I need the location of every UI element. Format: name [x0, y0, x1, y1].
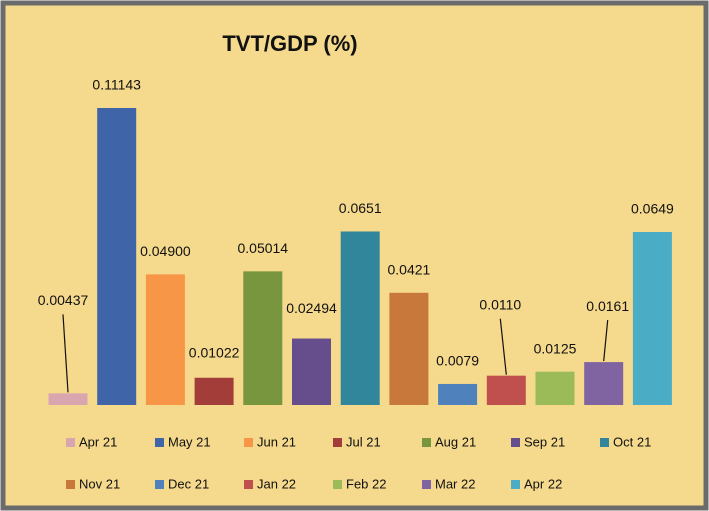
legend-label: Mar 22 — [435, 476, 475, 491]
legend-swatch — [155, 480, 164, 489]
bar — [486, 375, 526, 405]
bar — [145, 274, 185, 405]
bar — [535, 371, 575, 405]
legend-swatch — [422, 480, 431, 489]
value-label: 0.0421 — [387, 261, 430, 277]
bar — [292, 338, 331, 405]
legend-label: Feb 22 — [346, 476, 386, 491]
legend-label: Nov 21 — [79, 476, 120, 491]
legend-label: Aug 21 — [435, 434, 476, 449]
value-label: 0.02494 — [286, 300, 337, 316]
chart-title: TVT/GDP (%) — [222, 31, 357, 56]
legend-swatch — [511, 480, 520, 489]
legend-label: Dec 21 — [168, 476, 209, 491]
legend-label: Sep 21 — [524, 434, 565, 449]
bar — [48, 393, 88, 405]
bar — [632, 232, 672, 405]
legend-label: May 21 — [168, 434, 211, 449]
value-label: 0.0649 — [631, 201, 674, 217]
bar — [340, 231, 380, 405]
bar — [194, 377, 234, 405]
legend-swatch — [155, 438, 164, 447]
value-label: 0.0651 — [339, 200, 382, 216]
legend-swatch — [511, 438, 520, 447]
value-label: 0.0161 — [586, 298, 629, 314]
value-label: 0.0110 — [479, 296, 521, 312]
legend-swatch — [600, 438, 609, 447]
legend-label: Apr 21 — [79, 434, 117, 449]
value-label: 0.11143 — [92, 77, 141, 93]
value-label: 0.01022 — [189, 344, 240, 360]
legend-label: Jan 22 — [257, 476, 296, 491]
legend-swatch — [244, 438, 253, 447]
value-label: 0.0125 — [534, 340, 577, 356]
legend-swatch — [244, 480, 253, 489]
legend-label: Oct 21 — [613, 434, 651, 449]
legend-swatch — [333, 480, 342, 489]
bar — [243, 271, 283, 405]
leader-line — [62, 314, 69, 393]
value-label: 0.0079 — [436, 353, 479, 369]
leader-line — [499, 318, 507, 375]
legend-label: Apr 22 — [524, 476, 562, 491]
bar — [97, 108, 137, 405]
legend-swatch — [422, 438, 431, 447]
legend-swatch — [66, 438, 75, 447]
bar — [389, 292, 429, 405]
legend-swatch — [333, 438, 342, 447]
legend-label: Jun 21 — [257, 434, 296, 449]
value-label: 0.05014 — [237, 240, 288, 256]
bar — [584, 362, 624, 405]
value-label: 0.04900 — [140, 243, 191, 259]
legend-label: Jul 21 — [346, 434, 381, 449]
legend-swatch — [66, 480, 75, 489]
value-label: 0.00437 — [38, 292, 89, 308]
bar — [438, 383, 478, 405]
leader-line — [603, 320, 609, 362]
